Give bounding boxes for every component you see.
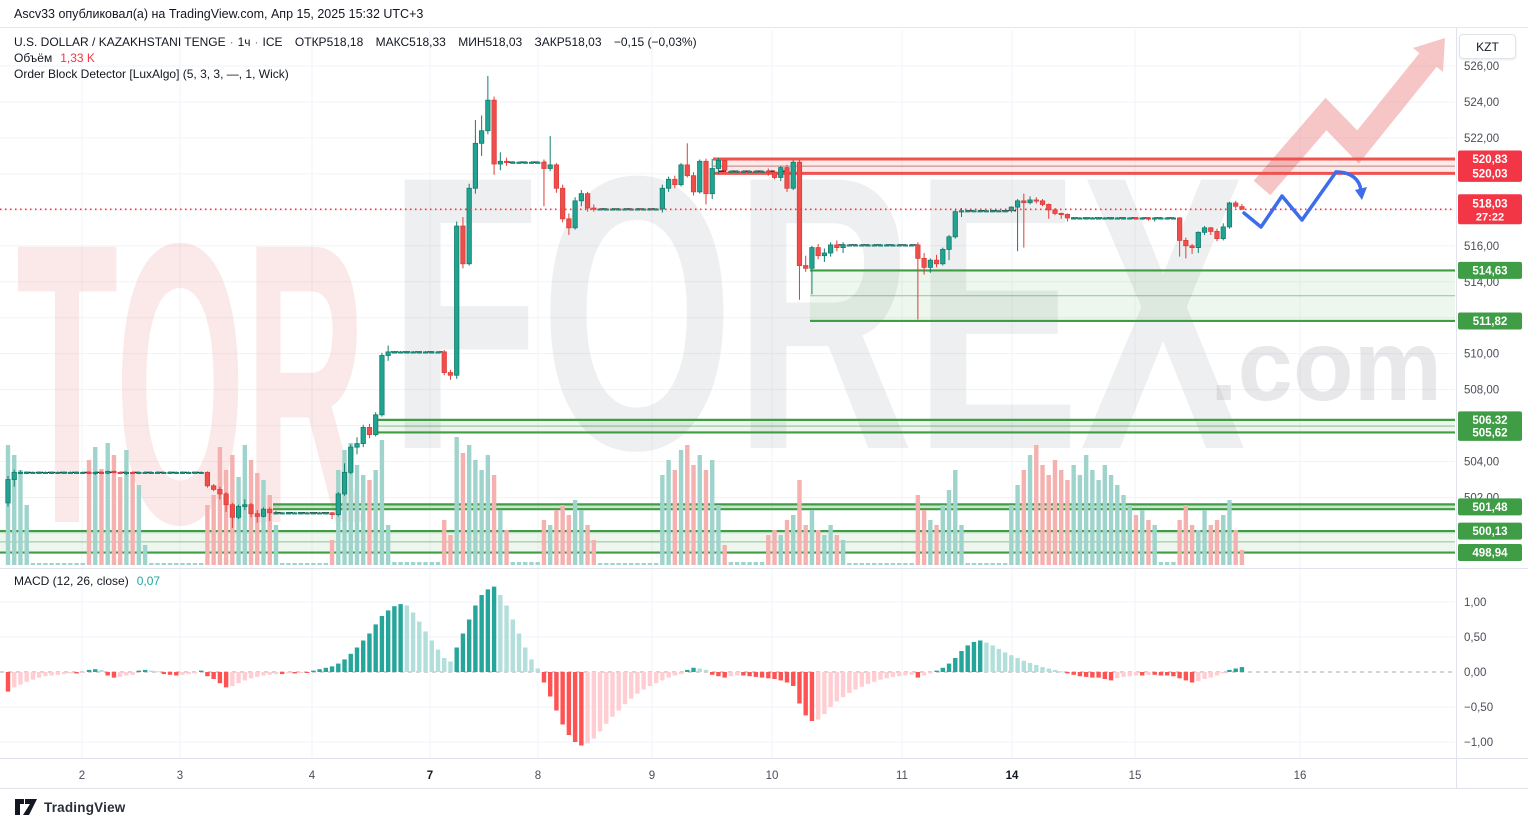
macd-legend-row[interactable]: MACD (12, 26, close) 0,07 <box>14 574 160 588</box>
last-price-badge <box>1458 194 1522 225</box>
svg-text:506,32: 506,32 <box>1472 415 1507 427</box>
svg-text:−0,50: −0,50 <box>1464 702 1493 714</box>
watermark-text-suffix: .com <box>1210 310 1442 422</box>
svg-text:501,48: 501,48 <box>1472 502 1508 514</box>
svg-text:7: 7 <box>427 770 433 782</box>
ohlc-close: ЗАКР518,03 <box>534 35 602 49</box>
volume-row[interactable]: Объём 1,33 K <box>14 50 697 66</box>
currency-toggle-button[interactable]: KZT <box>1459 34 1516 59</box>
svg-text:520,83: 520,83 <box>1472 154 1507 166</box>
svg-text:2: 2 <box>79 770 85 782</box>
projection-arrowhead-icon <box>1355 187 1367 200</box>
ohlc-low: МИН518,03 <box>458 35 523 49</box>
indicator-row[interactable]: Order Block Detector [LuxAlgo] (5, 3, 3,… <box>14 66 697 82</box>
tradingview-brand-text: TradingView <box>44 799 126 815</box>
time-axis[interactable]: 2 3 4 7 8 9 10 11 14 15 16 <box>79 770 1307 782</box>
macd-layer <box>0 586 1455 746</box>
svg-text:15: 15 <box>1129 770 1142 782</box>
watermark-arrow-icon <box>1253 53 1437 196</box>
watermark-arrowhead-icon <box>1413 38 1445 72</box>
svg-text:4: 4 <box>309 770 316 782</box>
svg-text:11: 11 <box>896 770 908 782</box>
svg-text:10: 10 <box>766 770 779 782</box>
ohlc-high: МАКС518,33 <box>375 35 446 49</box>
watermark-text-left: TOR <box>16 160 366 607</box>
interval-value[interactable]: 1ч <box>237 35 251 49</box>
svg-text:526,00: 526,00 <box>1464 61 1499 73</box>
separator-dot: · <box>254 35 259 49</box>
publish-bar: Ascv33 опубликовал(а) на TradingView.com… <box>0 0 1528 28</box>
svg-text:504,00: 504,00 <box>1464 457 1499 469</box>
volume-label: Объём <box>14 51 53 65</box>
indicator-title: Order Block Detector [LuxAlgo] (5, 3, 3,… <box>14 67 289 81</box>
macd-label: MACD (12, 26, close) <box>14 574 129 588</box>
candles-layer <box>5 75 1245 529</box>
svg-text:−1,00: −1,00 <box>1464 737 1493 749</box>
svg-text:508,00: 508,00 <box>1464 385 1499 397</box>
volume-layer <box>5 437 1245 565</box>
last-price-value: 518,03 <box>1472 198 1507 210</box>
svg-text:9: 9 <box>649 770 655 782</box>
publish-info: Ascv33 опубликовал(а) на TradingView.com… <box>14 7 424 21</box>
svg-text:514,63: 514,63 <box>1472 265 1507 277</box>
svg-text:524,00: 524,00 <box>1464 97 1499 109</box>
demand-zone <box>378 419 1455 433</box>
svg-text:0,50: 0,50 <box>1464 632 1486 644</box>
chart-legend: U.S. DOLLAR / KAZAKHSTANI TENGE · 1ч · ICE О… <box>14 34 697 82</box>
ohlc-open: ОТКР518,18 <box>294 35 364 49</box>
volume-value: 1,33 K <box>60 51 95 65</box>
svg-text:520,03: 520,03 <box>1472 168 1507 180</box>
svg-text:514,00: 514,00 <box>1464 277 1499 289</box>
macd-value: 0,07 <box>136 574 161 588</box>
demand-zone <box>273 504 1455 510</box>
svg-text:511,82: 511,82 <box>1473 316 1508 328</box>
svg-text:516,00: 516,00 <box>1464 241 1499 253</box>
symbol-row[interactable]: U.S. DOLLAR / KAZAKHSTANI TENGE · 1ч · ICE О… <box>14 34 697 50</box>
separator-dot: · <box>229 35 234 49</box>
watermark: TOR FOREX.com <box>16 38 1445 607</box>
change-value: −0,15 (−0,03%) <box>613 35 697 49</box>
tradingview-footer-link[interactable]: TradingView <box>14 797 125 817</box>
svg-text:0,00: 0,00 <box>1464 667 1486 679</box>
exchange-value[interactable]: ICE <box>262 35 283 49</box>
svg-text:505,62: 505,62 <box>1472 427 1507 439</box>
svg-text:16: 16 <box>1294 770 1307 782</box>
bar-countdown: 27:22 <box>1476 211 1504 223</box>
tradingview-logo-icon <box>15 799 37 815</box>
projection-arrow-drawing[interactable] <box>1242 170 1367 229</box>
svg-text:14: 14 <box>1006 770 1019 782</box>
svg-text:1,00: 1,00 <box>1464 597 1486 609</box>
svg-text:3: 3 <box>177 770 183 782</box>
svg-text:510,00: 510,00 <box>1464 349 1499 361</box>
svg-text:500,13: 500,13 <box>1472 526 1507 538</box>
watermark-text-right: FOREX <box>388 95 1247 531</box>
svg-text:498,94: 498,94 <box>1472 548 1508 560</box>
svg-text:8: 8 <box>535 770 541 782</box>
symbol-title[interactable]: U.S. DOLLAR / KAZAKHSTANI TENGE <box>14 35 226 49</box>
svg-text:522,00: 522,00 <box>1464 133 1499 145</box>
